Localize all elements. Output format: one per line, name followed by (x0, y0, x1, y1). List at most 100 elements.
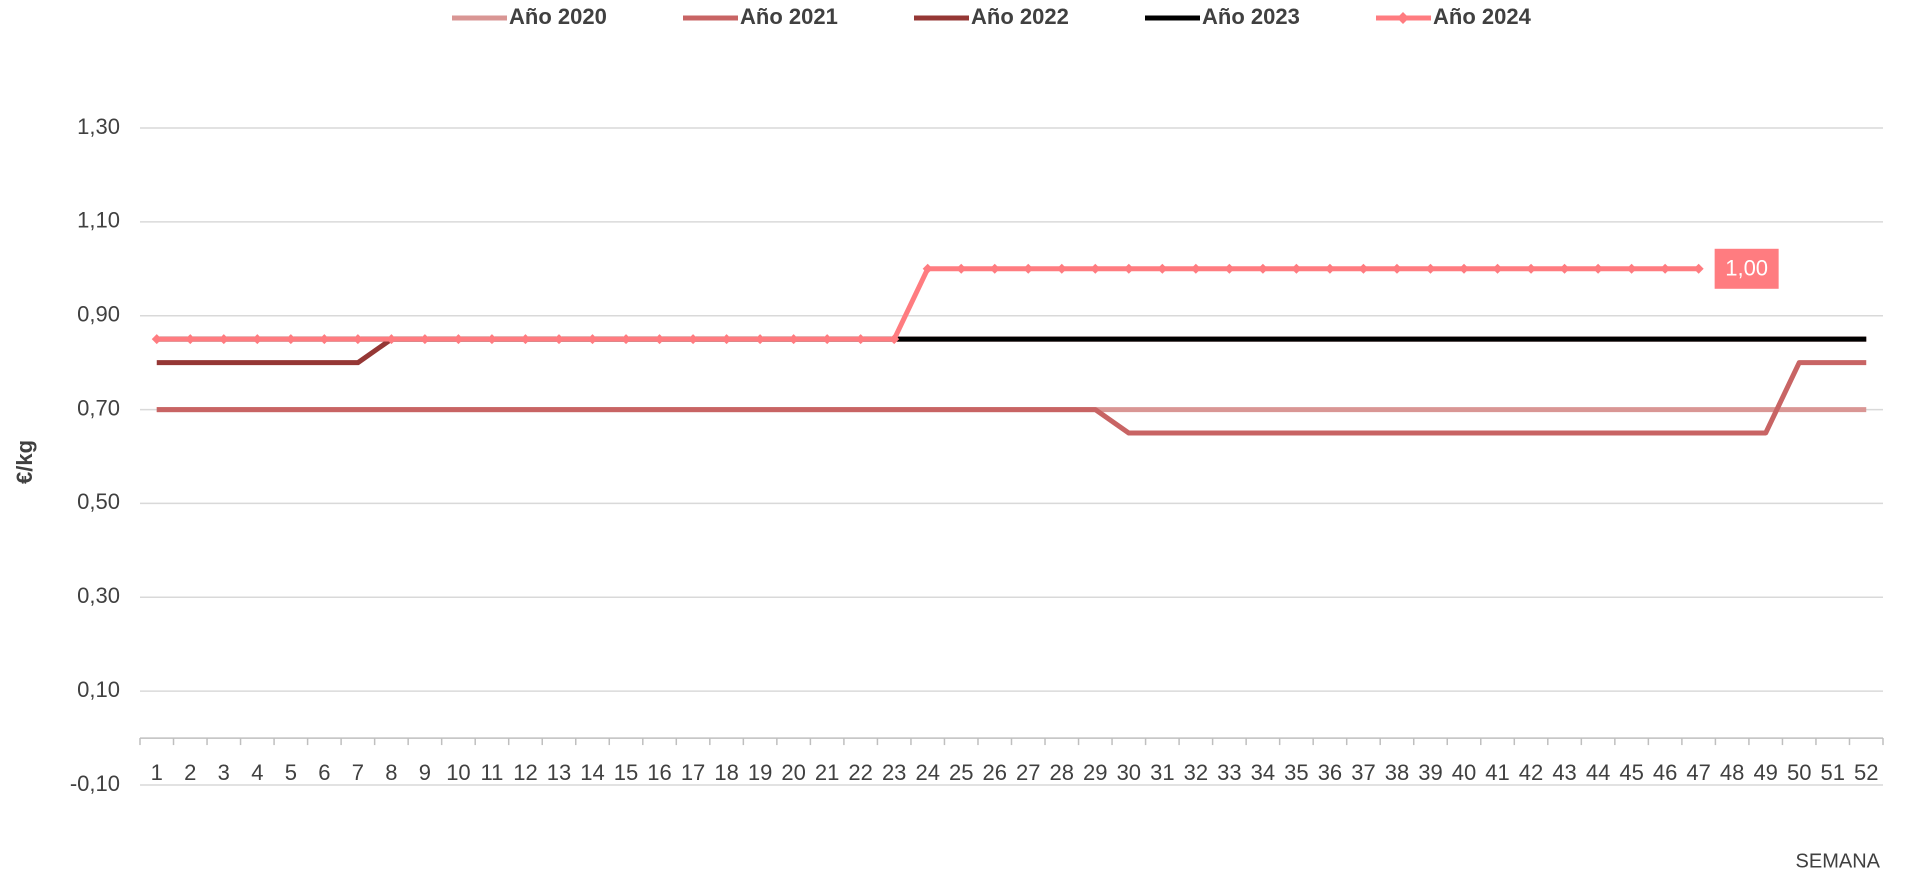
point-marker (1559, 263, 1570, 274)
point-marker (1224, 263, 1235, 274)
point-marker (285, 334, 296, 345)
point-marker (1425, 263, 1436, 274)
point-marker (386, 334, 397, 345)
x-tick-label: 37 (1351, 760, 1375, 785)
point-marker (855, 334, 866, 345)
x-tick-label: 39 (1418, 760, 1442, 785)
x-tick-label: 40 (1452, 760, 1476, 785)
x-tick-label: 26 (982, 760, 1006, 785)
x-tick-label: 15 (614, 760, 638, 785)
y-tick-label: 0,30 (77, 583, 120, 608)
x-tick-label: 16 (647, 760, 671, 785)
x-tick-label: 19 (748, 760, 772, 785)
x-tick-label: 17 (681, 760, 705, 785)
point-marker (419, 334, 430, 345)
point-marker (486, 334, 497, 345)
point-marker (587, 334, 598, 345)
point-marker (922, 263, 933, 274)
point-marker (688, 334, 699, 345)
x-tick-label: 30 (1117, 760, 1141, 785)
x-tick-label: 20 (781, 760, 805, 785)
legend-label: Año 2021 (740, 4, 838, 29)
point-marker (1693, 263, 1704, 274)
x-tick-label: 13 (547, 760, 571, 785)
point-marker (151, 334, 162, 345)
y-tick-label: 0,90 (77, 302, 120, 327)
point-marker (453, 334, 464, 345)
x-tick-label: 49 (1753, 760, 1777, 785)
x-axis-title: SEMANA (1796, 850, 1881, 872)
x-tick-label: 48 (1720, 760, 1744, 785)
x-tick-label: 34 (1251, 760, 1275, 785)
legend-label: Año 2023 (1202, 4, 1300, 29)
point-marker (1190, 263, 1201, 274)
point-marker (889, 334, 900, 345)
data-label-box (1714, 248, 1779, 289)
y-axis-title: €/kg (12, 440, 37, 484)
x-tick-label: 46 (1653, 760, 1677, 785)
x-tick-label: 1 (151, 760, 163, 785)
point-marker (1593, 263, 1604, 274)
series-line (156, 360, 1867, 436)
x-tick-label: 32 (1184, 760, 1208, 785)
point-marker (1056, 263, 1067, 274)
point-marker (1090, 263, 1101, 274)
x-tick-label: 22 (848, 760, 872, 785)
point-marker (185, 334, 196, 345)
point-marker (252, 334, 263, 345)
point-marker (989, 263, 1000, 274)
point-marker (1660, 263, 1671, 274)
x-tick-label: 52 (1854, 760, 1878, 785)
x-tick-label: 12 (513, 760, 537, 785)
point-marker (721, 334, 732, 345)
point-marker (788, 334, 799, 345)
point-marker (218, 334, 229, 345)
x-tick-label: 6 (318, 760, 330, 785)
point-marker (1324, 263, 1335, 274)
x-tick-label: 28 (1050, 760, 1074, 785)
x-tick-label: 21 (815, 760, 839, 785)
x-tick-label: 3 (218, 760, 230, 785)
legend-marker (1397, 12, 1409, 24)
y-tick-label: 0,70 (77, 395, 120, 420)
y-tick-label: -0,10 (70, 771, 120, 796)
x-tick-label: 4 (251, 760, 263, 785)
x-tick-label: 29 (1083, 760, 1107, 785)
point-marker (1358, 263, 1369, 274)
series-line (156, 336, 1867, 366)
x-tick-label: 10 (446, 760, 470, 785)
point-marker (1492, 263, 1503, 274)
x-tick-label: 5 (285, 760, 297, 785)
x-tick-label: 50 (1787, 760, 1811, 785)
x-tick-label: 23 (882, 760, 906, 785)
x-tick-label: 8 (385, 760, 397, 785)
point-marker (1023, 263, 1034, 274)
x-tick-label: 14 (580, 760, 604, 785)
y-tick-label: 1,30 (77, 114, 120, 139)
x-tick-label: 31 (1150, 760, 1174, 785)
y-tick-label: 0,50 (77, 489, 120, 514)
x-tick-label: 51 (1820, 760, 1844, 785)
point-marker (1157, 263, 1168, 274)
x-tick-label: 18 (714, 760, 738, 785)
x-tick-label: 41 (1485, 760, 1509, 785)
point-marker (654, 334, 665, 345)
point-marker (822, 334, 833, 345)
x-tick-label: 42 (1519, 760, 1543, 785)
x-tick-label: 38 (1385, 760, 1409, 785)
x-tick-label: 44 (1586, 760, 1610, 785)
x-tick-label: 35 (1284, 760, 1308, 785)
x-tick-label: 7 (352, 760, 364, 785)
y-tick-label: 1,10 (77, 208, 120, 233)
data-label: 1,00 (1725, 256, 1768, 281)
x-tick-label: 43 (1552, 760, 1576, 785)
x-tick-label: 36 (1318, 760, 1342, 785)
legend-label: Año 2024 (1433, 4, 1532, 29)
point-marker (553, 334, 564, 345)
x-tick-label: 47 (1686, 760, 1710, 785)
point-marker (1459, 263, 1470, 274)
x-tick-label: 9 (419, 760, 431, 785)
point-marker (520, 334, 531, 345)
x-tick-label: 24 (915, 760, 939, 785)
